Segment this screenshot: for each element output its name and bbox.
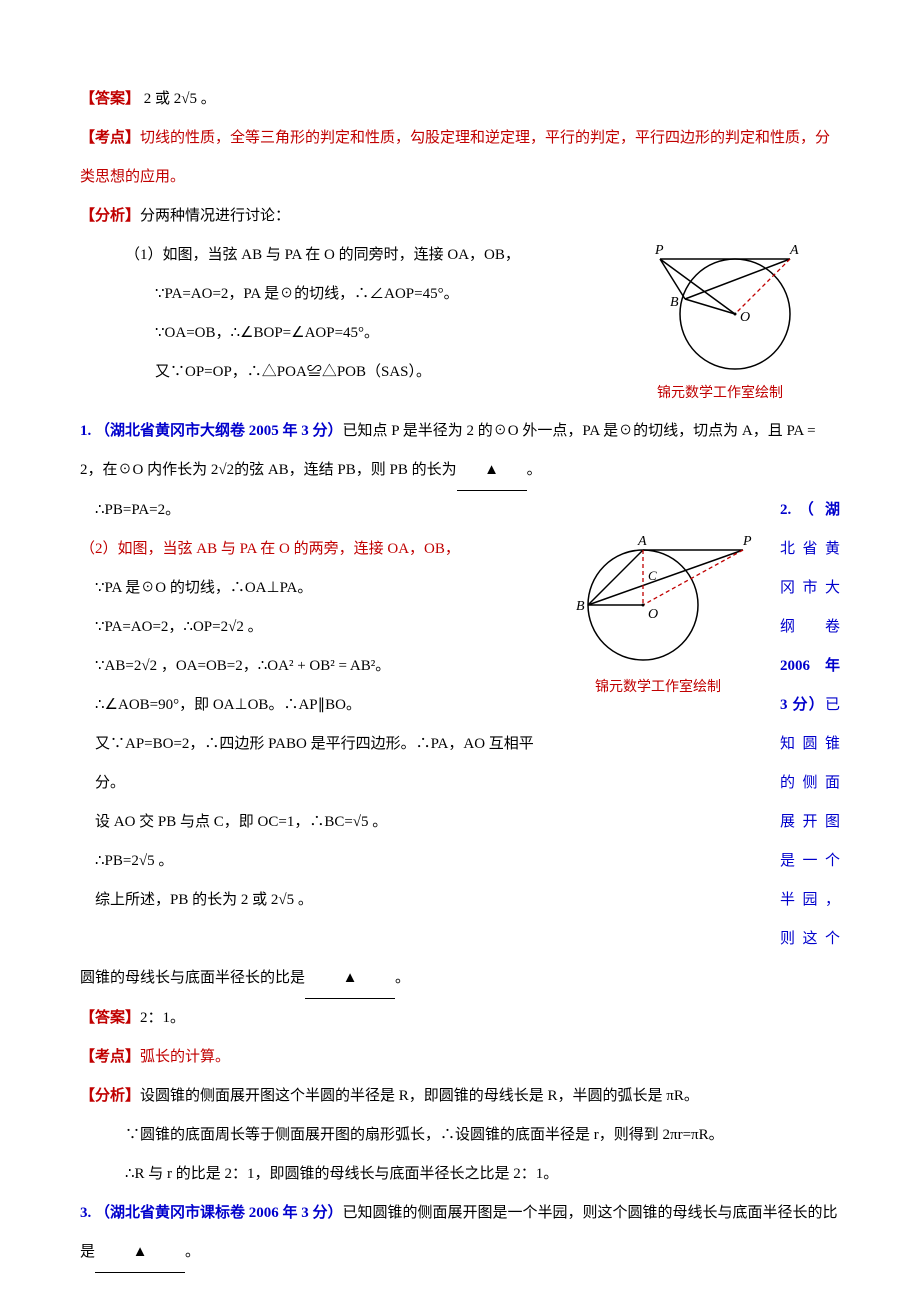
answer-2: 【答案】2：1。 (80, 999, 840, 1038)
blank-input (95, 1233, 185, 1273)
case2-line: ∵PA 是☉O 的切线，∴OA⊥PA。 (80, 569, 548, 608)
case2-line: ∵AB=2√2 ，OA=OB=2，∴OA² + OB² = AB²。 (80, 647, 548, 686)
figure-caption: 锦元数学工作室绘制 (600, 376, 840, 412)
svg-text:B: B (576, 599, 585, 614)
answer-label: 【答案】 (80, 91, 140, 107)
kaodian-label: 【考点】 (80, 130, 140, 146)
analysis-2-l1: 【分析】设圆锥的侧面展开图这个半圆的半径是 R，即圆锥的母线长是 R，半圆的弧长… (80, 1077, 840, 1116)
case2-line: 又∵AP=BO=2，∴四边形 PABO 是平行四边形。∴PA，AO 互相平分。 (80, 725, 548, 803)
case1-line: ∵OA=OB，∴∠BOP=∠AOP=45°。 (80, 314, 600, 353)
kaodian-label: 【考点】 (80, 1049, 140, 1065)
blank-input (457, 451, 527, 491)
q1-label: 1. （湖北省黄冈市大纲卷 2005 年 3 分） (80, 423, 343, 439)
fenxi-label: 【分析】 (80, 208, 140, 224)
case1-line: 又∵OP=OP，∴△POA≌△POB（SAS）。 (80, 353, 600, 392)
svg-text:A: A (637, 534, 647, 549)
svg-text:O: O (648, 607, 658, 622)
answer-text: 2：1。 (140, 1010, 185, 1026)
answer-label: 【答案】 (80, 1010, 140, 1026)
exam-points-2: 【考点】弧长的计算。 (80, 1038, 840, 1077)
case2-line: （2）如图，当弦 AB 与 PA 在 O 的两旁，连接 OA，OB， (80, 530, 548, 569)
svg-text:B: B (670, 295, 679, 310)
case2-text: （2）如图，当弦 AB 与 PA 在 O 的两旁，连接 OA，OB， ∵PA 是… (80, 530, 548, 920)
case1-line: ∵PA=AO=2，PA 是☉的切线，∴∠AOP=45°。 (80, 275, 600, 314)
case2-line: 设 AO 交 PB 与点 C，即 OC=1，∴BC=√5 。 (80, 803, 548, 842)
case2-line: 综上所述，PB 的长为 2 或 2√5 。 (80, 881, 548, 920)
q3-label: 3. （湖北省黄冈市课标卷 2006 年 3 分） (80, 1205, 343, 1221)
fenxi-intro: 分两种情况进行讨论： (140, 208, 290, 224)
case1-block: （1）如图，当弦 AB 与 PA 在 O 的同旁时，连接 OA，OB， ∵PA=… (80, 236, 840, 412)
analysis-2-l3: ∴R 与 r 的比是 2：1，即圆锥的母线长与底面半径长之比是 2：1。 (80, 1155, 840, 1194)
svg-text:P: P (742, 534, 752, 549)
svg-text:C: C (648, 568, 657, 583)
figure-2: A P B O C 锦元数学工作室绘制 (548, 530, 768, 706)
case2-block: （2）如图，当弦 AB 与 PA 在 O 的两旁，连接 OA，OB， ∵PA 是… (80, 530, 840, 959)
case2-line: ∴∠AOB=90°，即 OA⊥OB。∴AP∥BO。 (80, 686, 548, 725)
q1-after: 。 (527, 462, 542, 478)
fenxi-label: 【分析】 (80, 1088, 140, 1104)
exam-points-1: 【考点】切线的性质，全等三角形的判定和性质，勾股定理和逆定理，平行的判定，平行四… (80, 119, 840, 197)
kaodian-text: 切线的性质，全等三角形的判定和性质，勾股定理和逆定理，平行的判定，平行四边形的判… (80, 130, 830, 185)
case1-line: （1）如图，当弦 AB 与 PA 在 O 的同旁时，连接 OA，OB， (80, 236, 600, 275)
blank-input (305, 959, 395, 999)
svg-text:O: O (740, 310, 750, 325)
q2-side-start: 2. （ 湖 (768, 491, 840, 530)
q2-side-col: 北 省 黄 冈 市 大 纲 卷 2006 年 3 分）已 知 圆 锥 的 侧 面… (768, 530, 840, 959)
analysis-2-l2: ∵圆锥的底面周长等于侧面展开图的扇形弧长，∴设圆锥的底面半径是 r，则得到 2π… (80, 1116, 840, 1155)
case2-line: ∴PB=2√5 。 (80, 842, 548, 881)
figure-caption: 锦元数学工作室绘制 (548, 670, 768, 706)
q2-tail: 圆锥的母线长与底面半径长的比是。 (80, 959, 840, 999)
pbpa-line: ∴PB=PA=2。 (80, 491, 768, 530)
case2-line: ∵PA=AO=2，∴OP=2√2 。 (80, 608, 548, 647)
figure-1: P A B O 锦元数学工作室绘制 (600, 236, 840, 412)
svg-text:P: P (654, 243, 664, 258)
answer-1: 【答案】 2 或 2√5 。 (80, 80, 840, 119)
kaodian-text: 弧长的计算。 (140, 1049, 230, 1065)
case1-text: （1）如图，当弦 AB 与 PA 在 O 的同旁时，连接 OA，OB， ∵PA=… (80, 236, 600, 392)
answer-text: 2 或 2√5 。 (144, 91, 216, 107)
svg-text:A: A (789, 243, 799, 258)
question-1: 1. （湖北省黄冈市大纲卷 2005 年 3 分）已知点 P 是半径为 2 的☉… (80, 412, 840, 491)
question-3: 3. （湖北省黄冈市课标卷 2006 年 3 分）已知圆锥的侧面展开图是一个半园… (80, 1194, 840, 1273)
analysis-1-intro: 【分析】分两种情况进行讨论： (80, 197, 840, 236)
pb-row: ∴PB=PA=2。 2. （ 湖 (80, 491, 840, 530)
